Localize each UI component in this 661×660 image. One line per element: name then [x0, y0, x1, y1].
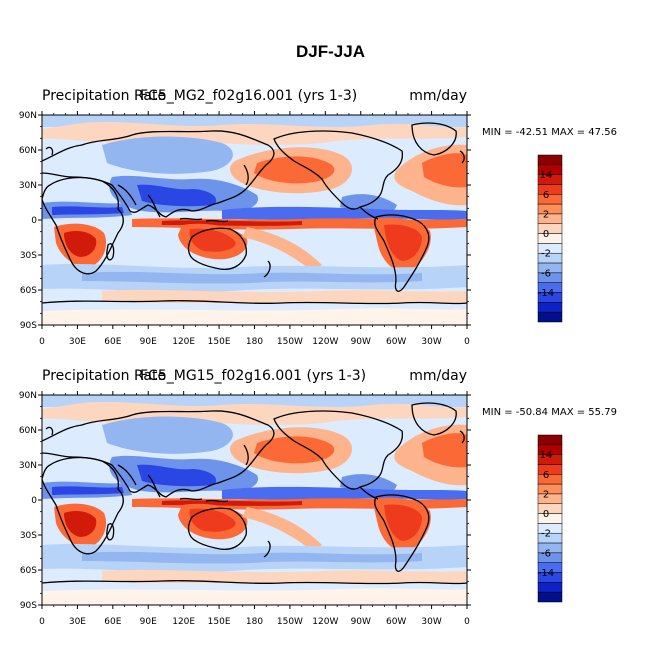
lat-tick-label: 90N: [19, 111, 37, 121]
lat-tick-label: 90S: [20, 321, 37, 331]
colorbar-label: 2: [543, 489, 549, 500]
colorbar-swatch: [537, 493, 563, 505]
case-label: FC5_MG2_f02g16.001 (yrs 1-3): [140, 88, 358, 104]
lat-tick-label: 0: [31, 496, 37, 506]
lon-tick-label: 30E: [69, 617, 86, 627]
colorbar-bottom: 14 6 2 0 -2 -6 -14: [537, 434, 563, 603]
max-value: 55.79: [588, 407, 617, 418]
lon-tick-label: 120E: [172, 617, 195, 627]
lon-tick-label: 90W: [351, 617, 371, 627]
figure-title: DJF-JJA: [296, 42, 365, 61]
colorbar-label: 6: [543, 470, 549, 481]
colorbar-swatch: [537, 513, 563, 524]
colorbar-label: 14: [540, 170, 553, 181]
lon-tick-label: 150W: [277, 617, 303, 627]
panel-bottom: Precipitation Rate FC5_MG15_f02g16.001 (…: [0, 368, 661, 638]
lon-tick-label: 0: [464, 337, 470, 347]
lon-tick-label: 150E: [208, 617, 231, 627]
min-label: MIN =: [482, 407, 516, 418]
minmax-readout: MIN = -50.84 MAX = 55.79: [482, 407, 617, 418]
lat-tick-label: 60N: [19, 146, 37, 156]
colorbar-label: -6: [541, 548, 551, 559]
lon-tick-label: 0: [39, 617, 45, 627]
lon-tick-label: 30W: [421, 337, 441, 347]
max-label: MAX =: [551, 407, 589, 418]
lon-tick-label: 60W: [386, 617, 406, 627]
lon-tick-label: 0: [39, 337, 45, 347]
lon-tick-label: 90W: [351, 337, 371, 347]
lon-tick-label: 120W: [312, 337, 338, 347]
colorbar-label: 14: [540, 450, 553, 461]
colorbar-swatch: [537, 184, 563, 195]
colorbar-label: -6: [541, 268, 551, 279]
lon-tick-label: 60W: [386, 337, 406, 347]
minmax-readout: MIN = -42.51 MAX = 47.56: [482, 127, 617, 138]
colorbar-swatch: [537, 154, 563, 166]
colorbar-swatch: [537, 223, 563, 234]
colorbar-swatch: [537, 233, 563, 244]
colorbar-label: 2: [543, 209, 549, 220]
colorbar-swatch: [537, 464, 563, 475]
lon-tick-label: 180: [246, 337, 263, 347]
panel-top: Precipitation Rate FC5_MG2_f02g16.001 (y…: [0, 88, 661, 358]
colorbar-label: 0: [543, 229, 549, 240]
lat-tick-label: 30S: [20, 531, 37, 541]
lon-tick-label: 90E: [140, 617, 157, 627]
colorbar-label: -14: [538, 288, 554, 299]
min-label: MIN =: [482, 127, 516, 138]
lon-tick-label: 60E: [104, 617, 121, 627]
colorbar-swatch: [537, 203, 563, 215]
lon-tick-label: 150E: [208, 337, 231, 347]
colorbar-swatch: [537, 582, 563, 593]
min-value: -50.84: [515, 407, 549, 418]
lat-tick-label: 30S: [20, 251, 37, 261]
colorbar-top: 14 6 2 0 -2 -6 -14: [537, 154, 563, 323]
colorbar-label: -14: [538, 568, 554, 579]
lon-tick-label: 0: [464, 617, 470, 627]
lat-tick-label: 90S: [20, 601, 37, 611]
colorbar-swatch: [537, 302, 563, 313]
lat-tick-label: 60N: [19, 426, 37, 436]
lat-tick-label: 90N: [19, 391, 37, 401]
lat-tick-label: 30N: [19, 461, 37, 471]
lon-tick-label: 180: [246, 617, 263, 627]
case-label: FC5_MG15_f02g16.001 (yrs 1-3): [140, 368, 367, 384]
colorbar-swatch: [537, 311, 563, 323]
units-label: mm/day: [409, 368, 467, 384]
colorbar-label: -2: [541, 529, 551, 540]
lat-tick-label: 60S: [20, 566, 37, 576]
min-value: -42.51: [515, 127, 549, 138]
map-bottom-field: [42, 395, 467, 605]
colorbar-swatch: [537, 483, 563, 495]
map-top-field: [42, 115, 467, 325]
lat-tick-label: 30N: [19, 181, 37, 191]
lon-tick-label: 60E: [104, 337, 121, 347]
lon-tick-label: 150W: [277, 337, 303, 347]
variable-label: Precipitation Rate: [42, 368, 167, 384]
lon-tick-label: 120E: [172, 337, 195, 347]
colorbar-label: -2: [541, 249, 551, 260]
variable-label: Precipitation Rate: [42, 88, 167, 104]
colorbar-label: 6: [543, 190, 549, 201]
colorbar-swatch: [537, 434, 563, 446]
colorbar-label: 0: [543, 509, 549, 520]
colorbar-swatch: [537, 474, 563, 485]
lon-tick-label: 120W: [312, 617, 338, 627]
colorbar-swatch: [537, 213, 563, 225]
colorbar-swatch: [537, 591, 563, 603]
lon-tick-label: 90E: [140, 337, 157, 347]
units-label: mm/day: [409, 88, 467, 104]
lat-tick-label: 0: [31, 216, 37, 226]
lon-tick-label: 30E: [69, 337, 86, 347]
lon-tick-label: 30W: [421, 617, 441, 627]
max-value: 47.56: [588, 127, 617, 138]
max-label: MAX =: [551, 127, 589, 138]
lat-tick-label: 60S: [20, 286, 37, 296]
colorbar-swatch: [537, 194, 563, 205]
colorbar-swatch: [537, 503, 563, 514]
